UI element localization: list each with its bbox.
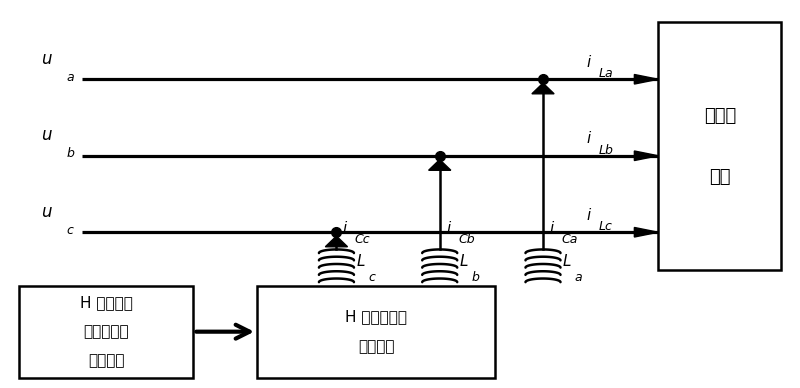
Text: c: c <box>67 224 74 237</box>
Text: Lc: Lc <box>598 220 613 233</box>
Polygon shape <box>532 83 554 94</box>
Text: i: i <box>446 221 450 236</box>
Text: 源滤波器: 源滤波器 <box>358 340 394 355</box>
Text: b: b <box>66 147 74 160</box>
Bar <box>18 286 194 378</box>
Text: H 桥级联型: H 桥级联型 <box>80 296 133 310</box>
Text: i: i <box>586 55 591 69</box>
Text: i: i <box>586 131 591 146</box>
Text: L: L <box>459 255 468 269</box>
Text: 有源滤波器: 有源滤波器 <box>83 324 129 339</box>
Text: b: b <box>471 271 479 284</box>
Text: u: u <box>42 50 52 68</box>
Text: c: c <box>368 271 375 284</box>
Text: Ca: Ca <box>562 234 578 246</box>
Text: u: u <box>42 203 52 221</box>
Text: H 桥级联型有: H 桥级联型有 <box>345 309 407 324</box>
Text: i: i <box>550 221 554 236</box>
Polygon shape <box>634 227 658 237</box>
Text: Cc: Cc <box>354 234 370 246</box>
Bar <box>257 286 495 378</box>
Text: L: L <box>356 255 365 269</box>
Text: 的控制器: 的控制器 <box>88 353 124 368</box>
Text: Lb: Lb <box>598 144 614 156</box>
Text: L: L <box>563 255 571 269</box>
Polygon shape <box>429 159 451 170</box>
Text: a: a <box>66 71 74 84</box>
Text: La: La <box>598 67 614 80</box>
Text: 负载: 负载 <box>709 168 730 186</box>
Text: i: i <box>343 221 347 236</box>
Text: a: a <box>574 271 582 284</box>
Text: 非线性: 非线性 <box>704 107 736 125</box>
Text: i: i <box>586 208 591 223</box>
Polygon shape <box>634 151 658 161</box>
Text: Cb: Cb <box>458 234 474 246</box>
Bar <box>658 22 782 270</box>
Text: u: u <box>42 126 52 144</box>
Polygon shape <box>634 74 658 84</box>
Polygon shape <box>326 236 347 247</box>
